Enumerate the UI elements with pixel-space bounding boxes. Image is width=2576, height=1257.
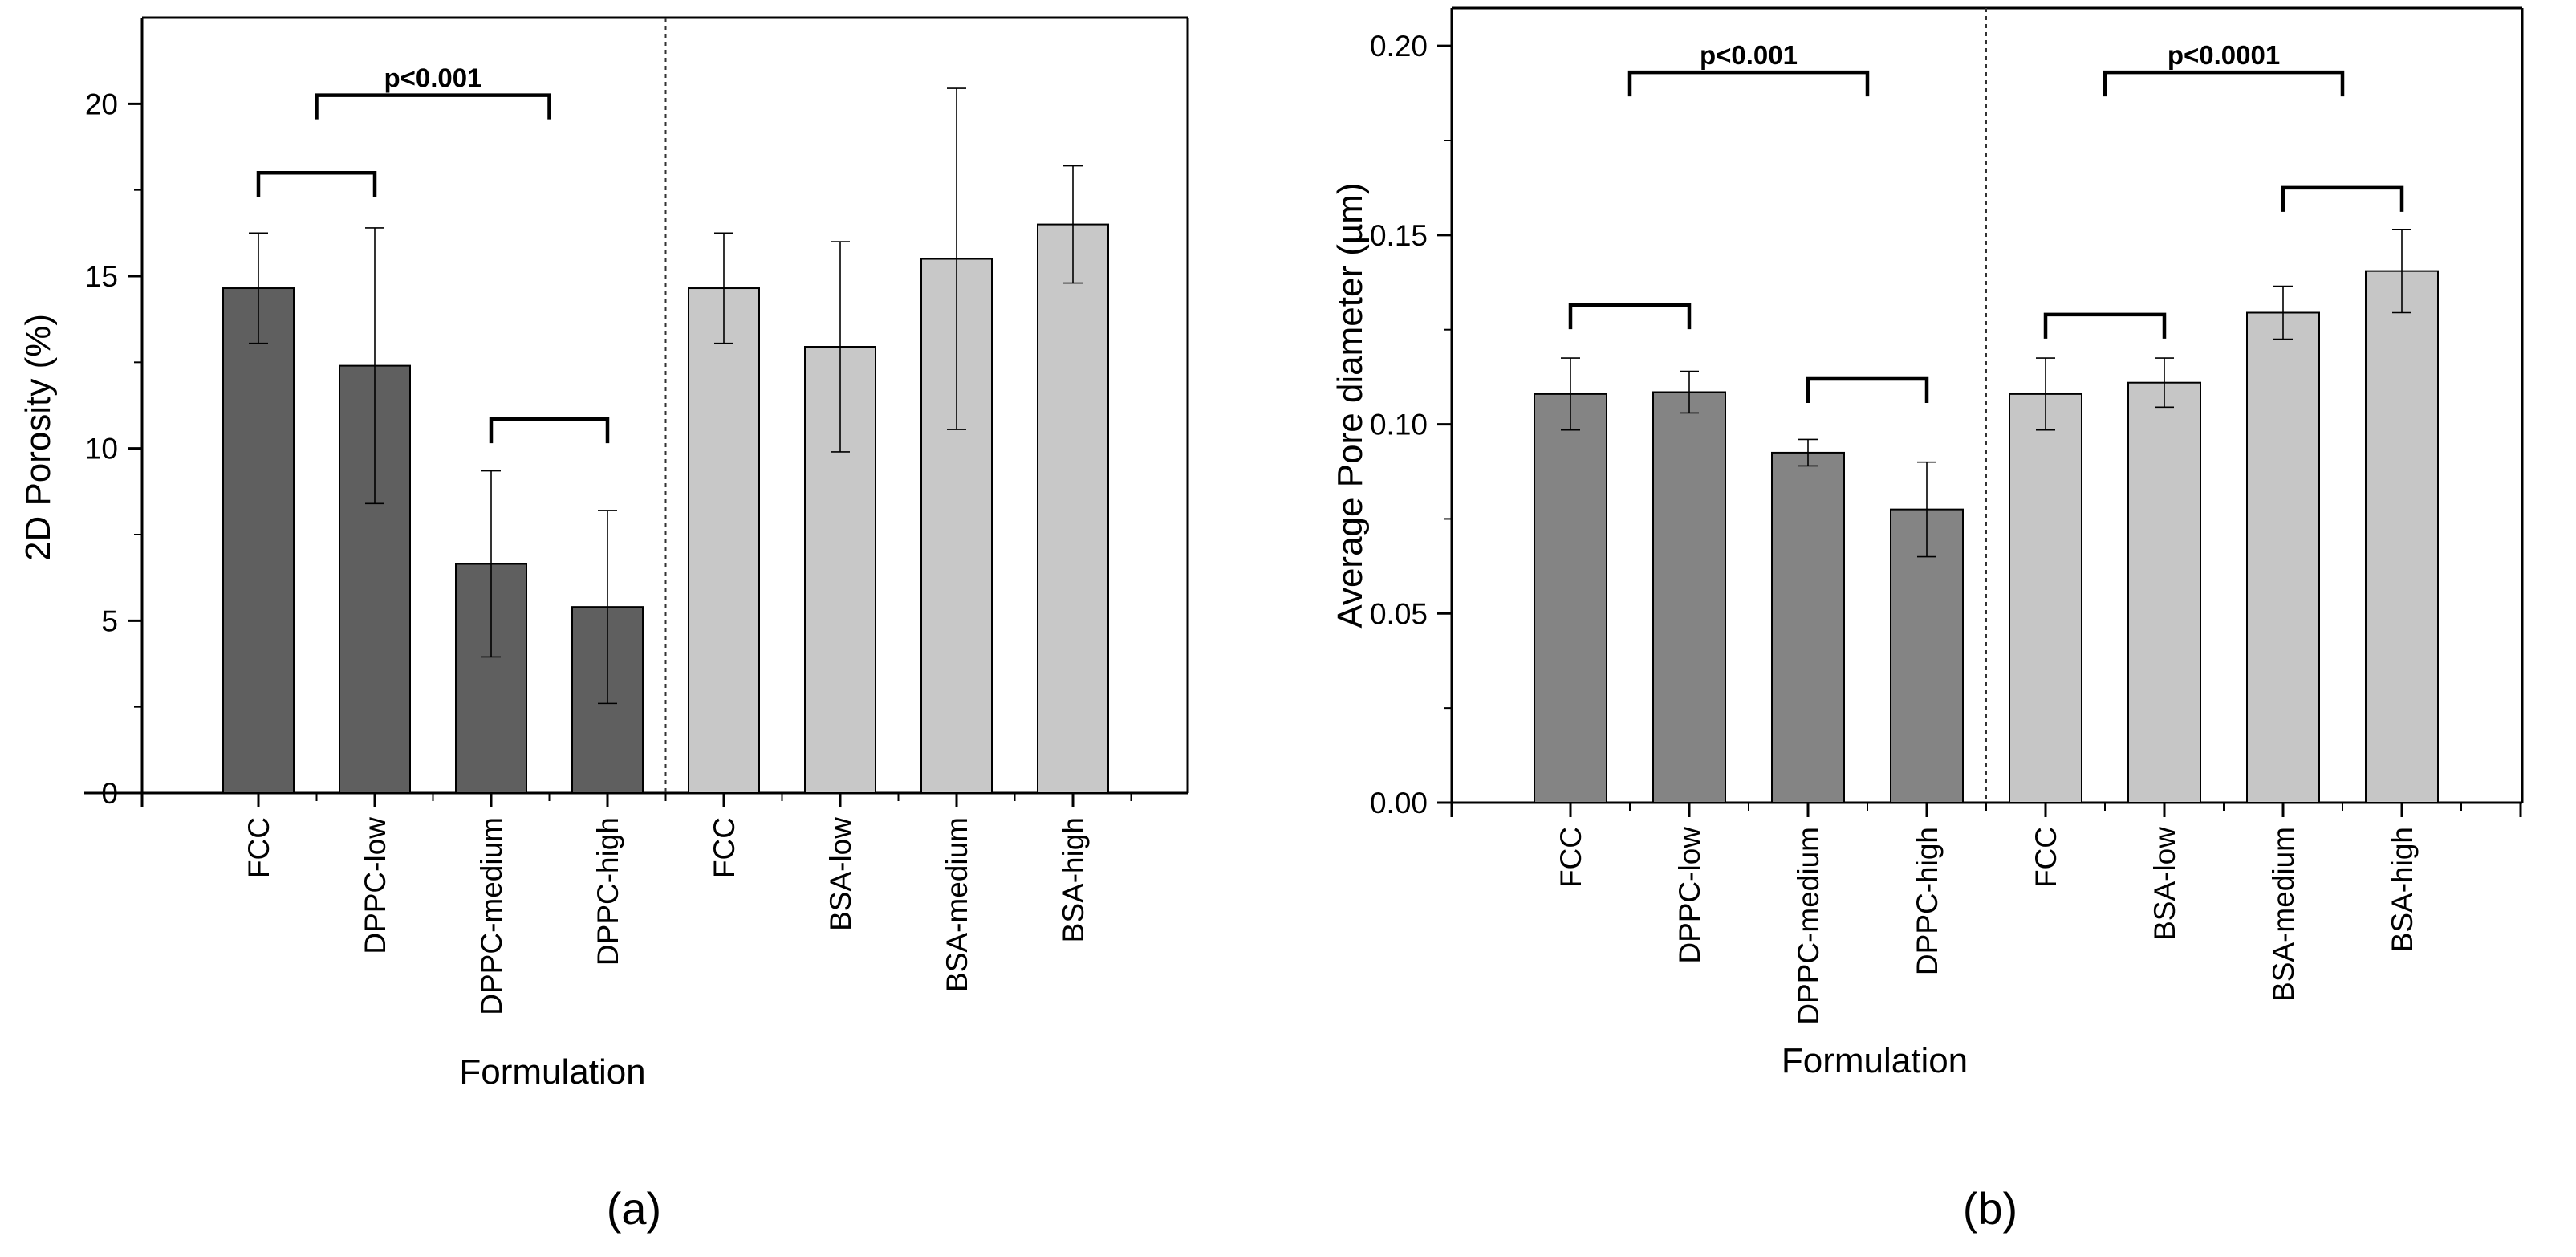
y-axis-title: Average Pore diameter (µm) <box>1331 182 1370 628</box>
significance-bracket <box>2103 70 2345 97</box>
bar-bsa-7 <box>2365 270 2439 803</box>
category-label-dppc-low-1: DPPC-low <box>1673 827 1706 964</box>
y-tick-label: 10 <box>85 433 118 466</box>
category-label-bsa-medium-6: BSA-medium <box>2267 827 2300 1002</box>
category-label-bsa-medium-6: BSA-medium <box>941 817 973 992</box>
category-label-bsa-low-5: BSA-low <box>2148 827 2181 941</box>
bar-bsa-6 <box>2246 311 2320 803</box>
significance-bracket <box>489 417 610 444</box>
significance-bracket <box>1568 303 1692 330</box>
category-label-dppc-low-1: DPPC-low <box>359 817 392 954</box>
y-tick-label: 0.05 <box>1370 597 1428 630</box>
bar-dppc-0 <box>222 287 295 794</box>
panel-b: 0.00 0.05 0.10 0.15 0.20 p<0.001 p<0.0001 FCC DP… <box>1288 0 2576 1257</box>
category-label-bsa-high-7: BSA-high <box>1057 817 1090 942</box>
chart-a: 0 5 10 15 20 p<0.001 FCC DPPC-low DPPC-medium DPP… <box>18 16 1189 1234</box>
category-label-fcc-4: FCC <box>708 817 741 878</box>
y-tick-label: 0.00 <box>1370 787 1428 820</box>
panel-label: (b) <box>1963 1183 2017 1234</box>
significance-bracket <box>2281 185 2404 212</box>
x-axis-title: Formulation <box>459 1052 645 1092</box>
category-label-fcc-0: FCC <box>242 817 275 878</box>
bar-bsa-4 <box>2009 393 2082 803</box>
y-tick-label: 0.20 <box>1370 30 1428 63</box>
chart-b: 0.00 0.05 0.10 0.15 0.20 p<0.001 p<0.0001 FCC DP… <box>1331 6 2524 1234</box>
category-label-bsa-high-7: BSA-high <box>2386 827 2419 952</box>
bar-bsa-4 <box>688 287 760 794</box>
y-axis-title: 2D Porosity (%) <box>18 314 58 561</box>
category-label-fcc-0: FCC <box>1554 827 1587 888</box>
panel-label: (a) <box>607 1183 661 1234</box>
y-tick-label: 0.15 <box>1370 219 1428 252</box>
significance-bracket <box>1806 376 1929 403</box>
category-label-dppc-high-3: DPPC-high <box>591 817 624 966</box>
significance-label: p<0.001 <box>384 63 481 93</box>
significance-label: p<0.001 <box>1700 40 1798 70</box>
significance-bracket <box>315 93 551 120</box>
y-tick-label: 15 <box>85 260 118 293</box>
x-axis-title: Formulation <box>1782 1041 1968 1080</box>
category-label-dppc-medium-2: DPPC-medium <box>475 817 508 1015</box>
bar-bsa-7 <box>1037 223 1109 795</box>
bar-dppc-1 <box>1652 391 1726 803</box>
y-tick-label: 20 <box>85 87 118 120</box>
significance-bracket <box>1627 70 1870 97</box>
bar-dppc-3 <box>1890 508 1964 804</box>
y-tick-label: 0 <box>101 777 118 810</box>
y-tick-label: 5 <box>101 604 118 637</box>
category-label-dppc-high-3: DPPC-high <box>1911 827 1944 975</box>
category-label-dppc-medium-2: DPPC-medium <box>1792 827 1825 1025</box>
significance-bracket <box>256 170 377 197</box>
y-tick-label: 0.10 <box>1370 409 1428 441</box>
panel-a: 0 5 10 15 20 p<0.001 FCC DPPC-low DPPC-medium DPP… <box>18 16 1189 1234</box>
significance-bracket <box>2043 312 2167 339</box>
significance-label: p<0.0001 <box>2168 40 2280 70</box>
bar-dppc-0 <box>1534 393 1607 803</box>
category-label-fcc-4: FCC <box>2030 827 2062 888</box>
category-label-bsa-low-5: BSA-low <box>824 817 857 931</box>
bar-bsa-5 <box>2127 381 2201 803</box>
bar-dppc-2 <box>1771 451 1845 804</box>
